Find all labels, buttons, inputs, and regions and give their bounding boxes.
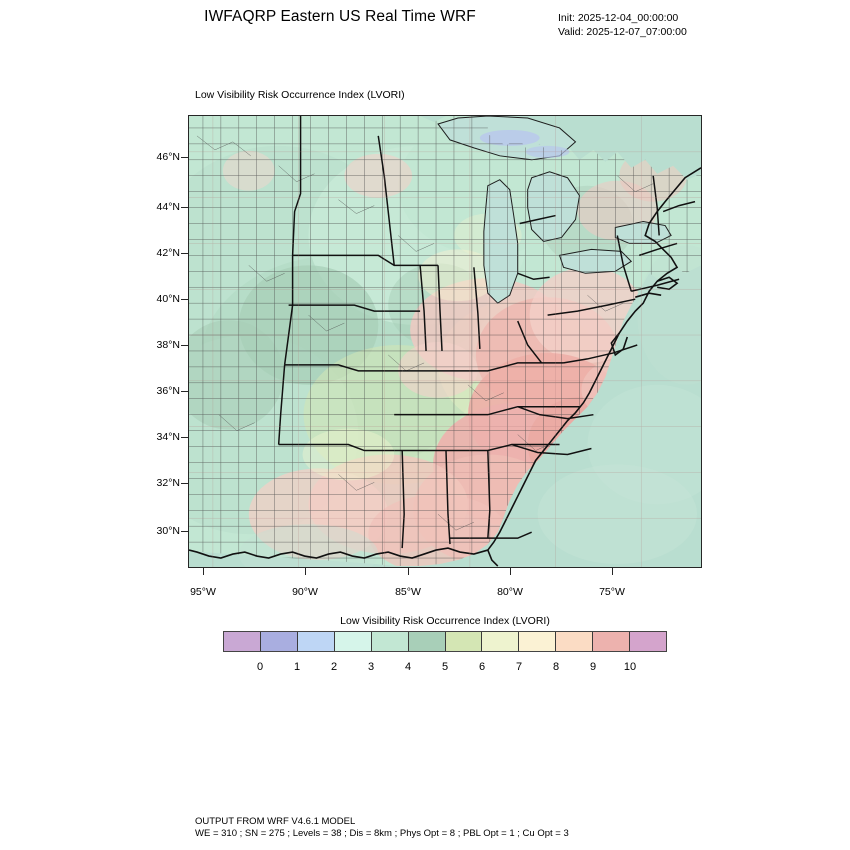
colorbar-swatch-7[interactable] [482, 632, 520, 651]
lon-tick-95: 95°W [190, 586, 216, 598]
lon-tick-80: 80°W [497, 586, 523, 598]
colorbar-tick-3: 3 [367, 661, 375, 673]
lat-tickmark-42 [181, 253, 188, 254]
lon-tickmark-85 [408, 568, 409, 575]
colorbar-tick-9: 9 [589, 661, 597, 673]
colorbar-tick-10: 10 [623, 661, 637, 673]
colorbar-tick-8: 8 [552, 661, 560, 673]
lat-tick-34: 34°N [156, 431, 180, 443]
lat-tickmark-32 [181, 483, 188, 484]
lat-tick-42: 42°N [156, 247, 180, 259]
colorbar-swatch-1[interactable] [260, 632, 298, 651]
lat-tickmark-40 [181, 299, 188, 300]
lon-tick-90: 90°W [292, 586, 318, 598]
ocean-shading [238, 245, 701, 567]
lat-tickmark-44 [181, 207, 188, 208]
lat-tickmark-30 [181, 531, 188, 532]
state-boundaries [277, 116, 696, 549]
model-output-footer: OUTPUT FROM WRF V4.6.1 MODEL WE = 310 ; … [195, 816, 569, 839]
colorbar-swatch-5[interactable] [408, 632, 446, 651]
lat-tick-32: 32°N [156, 477, 180, 489]
plot-subtitle: Low Visibility Risk Occurrence Index (LV… [195, 89, 405, 101]
lat-tick-40: 40°N [156, 293, 180, 305]
lvori-heatmap [189, 116, 701, 567]
colorbar[interactable] [223, 631, 667, 652]
lat-tickmark-38 [181, 345, 188, 346]
map-plot-area[interactable] [188, 115, 702, 568]
lat-tick-30: 30°N [156, 525, 180, 537]
lat-tick-44: 44°N [156, 201, 180, 213]
lon-tick-75: 75°W [599, 586, 625, 598]
colorbar-swatch-0[interactable] [224, 632, 261, 651]
colorbar-tick-labels: 0 1 2 3 4 5 6 7 8 9 10 [223, 661, 667, 677]
graticule [189, 116, 701, 567]
lat-tick-36: 36°N [156, 385, 180, 397]
colorbar-tick-0: 0 [256, 661, 264, 673]
colorbar-swatch-3[interactable] [334, 632, 372, 651]
colorbar-swatch-2[interactable] [297, 632, 335, 651]
lat-tick-38: 38°N [156, 339, 180, 351]
colorbar-swatch-8[interactable] [519, 632, 557, 651]
model-run-info: Init: 2025-12-04_00:00:00 Valid: 2025-12… [558, 12, 687, 38]
colorbar-swatch-9[interactable] [556, 632, 594, 651]
lat-tick-46: 46°N [156, 151, 180, 163]
colorbar-swatch-10[interactable] [593, 632, 631, 651]
colorbar-swatch-11[interactable] [630, 632, 667, 651]
lon-tickmark-90 [305, 568, 306, 575]
lon-tickmark-95 [203, 568, 204, 575]
colorbar-title: Low Visibility Risk Occurrence Index (LV… [340, 615, 550, 627]
lon-tickmark-80 [510, 568, 511, 575]
lon-tick-85: 85°W [395, 586, 421, 598]
lat-tickmark-36 [181, 391, 188, 392]
colorbar-tick-2: 2 [330, 661, 338, 673]
lat-tickmark-46 [181, 157, 188, 158]
lon-tickmark-75 [612, 568, 613, 575]
page-title: IWFAQRP Eastern US Real Time WRF [204, 8, 476, 25]
coastline [189, 167, 701, 567]
colorbar-tick-5: 5 [441, 661, 449, 673]
colorbar-swatch-4[interactable] [371, 632, 409, 651]
colorbar-tick-6: 6 [478, 661, 486, 673]
colorbar-tick-7: 7 [515, 661, 523, 673]
colorbar-tick-1: 1 [293, 661, 301, 673]
colorbar-tick-4: 4 [404, 661, 412, 673]
lat-tickmark-34 [181, 437, 188, 438]
colorbar-swatch-6[interactable] [445, 632, 483, 651]
